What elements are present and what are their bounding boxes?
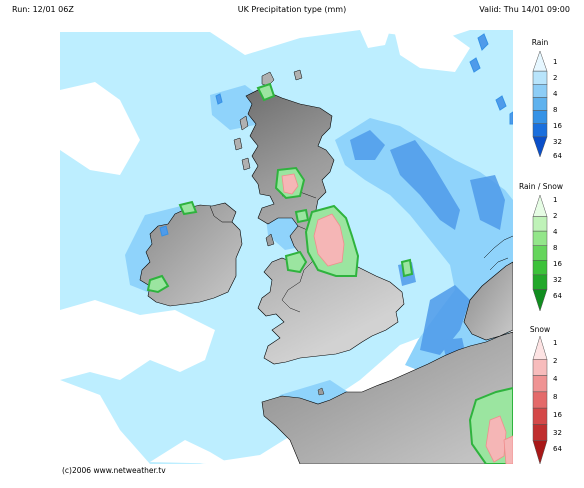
continent-land [463, 261, 513, 341]
rain-cells [159, 33, 513, 237]
legend-rain-snow-tick: 32 [553, 276, 562, 284]
legend-swatch [532, 84, 548, 98]
map-title: UK Precipitation type (mm) [237, 5, 347, 14]
legend-snow-tick: 64 [553, 445, 562, 453]
legend-swatch [532, 123, 548, 138]
legend-snow-tick: 16 [553, 411, 562, 419]
legend-swatch [532, 70, 548, 85]
legend-swatch [532, 375, 548, 393]
legend-rain-tick: 1 [553, 58, 558, 66]
legend-swatch [532, 424, 548, 441]
valid-time-label: Valid: Thu 14/01 09:00 [479, 5, 570, 14]
precipitation-map [60, 28, 513, 464]
legend-rain-title: Rain [531, 38, 549, 47]
legend-snow-tick: 4 [553, 375, 558, 383]
legend-swatch [532, 245, 548, 261]
legend-rain: Rain 1 2 4 8 16 32 64 [517, 38, 579, 160]
copyright-credit: (c)2006 www.netweather.tv [62, 466, 166, 475]
legend-swatch [532, 359, 548, 376]
legend-swatch [532, 391, 548, 409]
legend-rain-snow-colorbar [532, 194, 548, 312]
legend-snow-colorbar [532, 335, 548, 465]
legend-swatch [532, 289, 548, 312]
legend-swatch [532, 50, 548, 72]
legend-swatch [532, 230, 548, 246]
legend-snow-tick: 32 [553, 429, 562, 437]
legend-swatch [532, 136, 548, 158]
legend-swatch [532, 97, 548, 111]
france-land [261, 331, 513, 464]
legend-snow-tick: 1 [553, 339, 558, 347]
legend-swatch [532, 194, 548, 217]
legend-rain-snow-tick: 2 [553, 212, 558, 220]
isle-of-man [265, 233, 275, 247]
legend-swatch [532, 407, 548, 425]
legend-swatch [532, 260, 548, 276]
legend-swatch [532, 274, 548, 290]
legend-rain-snow-tick: 16 [553, 260, 562, 268]
snow-layer [281, 173, 513, 464]
legend-rain-snow-tick: 64 [553, 292, 562, 300]
legend-swatch [532, 110, 548, 124]
legend-snow-tick: 8 [553, 393, 558, 401]
run-time-label: Run: 12/01 06Z [12, 5, 74, 14]
scottish-islands [233, 69, 303, 171]
legend-rain-tick: 2 [553, 74, 558, 82]
sea-gaps [60, 30, 470, 464]
legend-rain-snow-title: Rain / Snow [518, 182, 563, 191]
legend-rain-snow: Rain / Snow 1 2 4 8 16 32 64 [517, 182, 579, 312]
legend-rain-tick: 64 [553, 152, 562, 160]
legend-rain-tick: 16 [553, 122, 562, 130]
legend-swatch [532, 335, 548, 360]
legend-rain-snow-tick: 1 [553, 196, 558, 204]
legend-rain-snow-tick: 8 [553, 244, 558, 252]
legend-rain-snow-tick: 4 [553, 228, 558, 236]
legend-rain-tick: 32 [553, 138, 562, 146]
legend-swatch [532, 440, 548, 465]
legend-snow: Snow 1 2 4 8 16 32 64 [517, 325, 579, 465]
legend-snow-title: Snow [529, 325, 551, 334]
legend-swatch [532, 216, 548, 232]
legend-rain-tick: 8 [553, 106, 558, 114]
legend-rain-colorbar [532, 50, 548, 158]
legend-snow-tick: 2 [553, 357, 558, 365]
legend-rain-tick: 4 [553, 90, 558, 98]
